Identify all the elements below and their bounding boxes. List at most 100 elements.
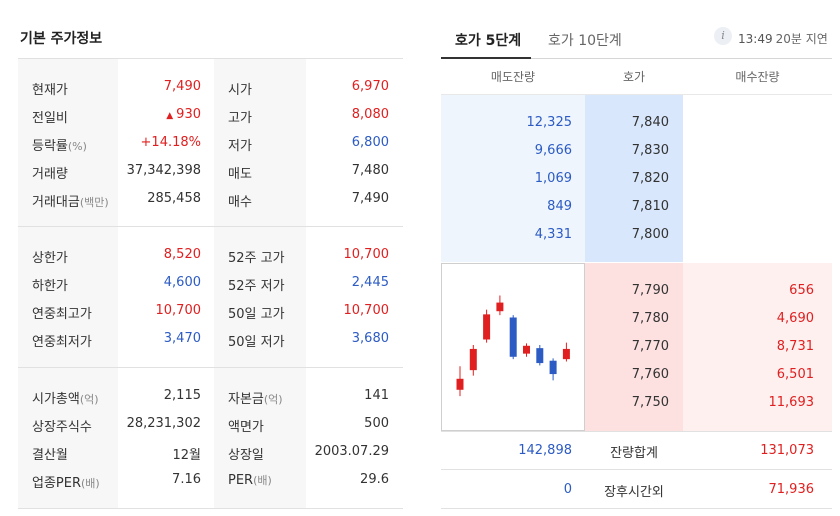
- ask-qty: 4,331: [534, 227, 572, 242]
- info-label: 저가: [228, 135, 252, 154]
- candle-body: [562, 348, 570, 360]
- info-label: 고가: [228, 107, 252, 126]
- footer-divider: [441, 469, 832, 470]
- info-value: 10,700: [343, 303, 390, 318]
- info-label-text: 52주 고가: [228, 251, 285, 266]
- info-label: 52주 고가: [228, 247, 285, 266]
- info-value: 4,600: [161, 275, 201, 290]
- candle-body: [469, 348, 477, 371]
- title-divider: [18, 58, 403, 59]
- ask-price[interactable]: 7,840: [631, 115, 669, 130]
- bid-qty: 4,690: [776, 311, 814, 326]
- info-value: 37,342,398: [124, 163, 201, 178]
- info-label-text: 상한가: [32, 251, 68, 266]
- info-label: 결산월: [32, 444, 68, 463]
- bid-price[interactable]: 7,780: [631, 311, 669, 326]
- bid-price[interactable]: 7,770: [631, 339, 669, 354]
- info-label: 거래대금(백만): [32, 191, 109, 210]
- info-label-unit: (억): [263, 393, 283, 406]
- info-label-text: 매도: [228, 167, 252, 182]
- ask-qty-header: 매도잔량: [490, 70, 536, 84]
- info-label-text: 등락률: [32, 139, 68, 154]
- ask-price[interactable]: 7,800: [631, 227, 669, 242]
- info-label-text: 시가총액: [32, 392, 80, 407]
- footer-divider: [441, 431, 832, 432]
- info-label-unit: (백만): [79, 196, 109, 209]
- basic-stock-info-panel: 기본 주가정보 현재가 7,490 시가 6,970 전일비 ▲ 930 고가 8,080 등락률…: [18, 0, 403, 516]
- info-label-text: 전일비: [32, 111, 68, 126]
- info-value: 141: [364, 388, 389, 403]
- info-label: 거래량: [32, 163, 68, 182]
- basic-info-title: 기본 주가정보: [20, 31, 103, 47]
- info-label-text: 상장주식수: [32, 420, 92, 435]
- info-row: 결산월 12월 상장일 2003.07.29: [18, 439, 403, 467]
- info-row: 등락률(%) +14.18% 저가 6,800: [18, 130, 403, 158]
- info-row: 거래대금(백만) 285,458 매수 7,490: [18, 186, 403, 214]
- label-band: [18, 227, 118, 367]
- bid-qty: 11,693: [768, 395, 815, 410]
- ask-price[interactable]: 7,810: [631, 199, 669, 214]
- info-row: 업종PER(배) 7.16 PER(배) 29.6: [18, 467, 403, 495]
- info-value: 10,700: [343, 247, 390, 262]
- info-label-text: 연중최저가: [32, 335, 92, 350]
- info-label-text: 시가: [228, 83, 252, 98]
- price-header: 호가: [622, 70, 646, 84]
- info-value-text: 12월: [172, 448, 201, 463]
- bid-price[interactable]: 7,750: [631, 395, 669, 410]
- ask-price[interactable]: 7,820: [631, 171, 669, 186]
- after-hours-ask-qty: 0: [563, 482, 572, 497]
- info-value-text: 3,470: [163, 331, 201, 346]
- info-row: 거래량 37,342,398 매도 7,480: [18, 158, 403, 186]
- info-row: 전일비 ▲ 930 고가 8,080: [18, 102, 403, 130]
- info-label: 등락률(%): [32, 135, 87, 154]
- candle-body: [536, 348, 544, 364]
- total-ask-qty: 142,898: [518, 443, 572, 458]
- info-value: 2003.07.29: [314, 444, 389, 459]
- candlestick-svg: [456, 295, 570, 397]
- info-label: PER(배): [228, 472, 272, 488]
- info-label-text: 고가: [228, 111, 252, 126]
- info-label: 현재가: [32, 79, 68, 98]
- info-label: 시가총액(억): [32, 388, 99, 407]
- ask-qty-area: [441, 95, 585, 262]
- tab-orderbook-5[interactable]: 호가 5단계: [455, 33, 522, 49]
- bid-price[interactable]: 7,760: [631, 367, 669, 382]
- info-label-text: 저가: [228, 139, 252, 154]
- info-value-text: +14.18%: [140, 135, 201, 150]
- info-value-text: 285,458: [147, 191, 201, 206]
- orderbook-panel: 호가 5단계 호가 10단계 i 13:49 20분 지연 매도잔량 호가 매수잔…: [441, 0, 832, 516]
- info-value: +14.18%: [138, 135, 201, 150]
- info-icon[interactable]: i: [714, 27, 732, 45]
- candle-body: [523, 345, 530, 354]
- info-label: 전일비: [32, 107, 68, 126]
- info-value-text: 930: [176, 107, 201, 122]
- info-label: 50일 고가: [228, 303, 285, 322]
- info-row: 하한가 4,600 52주 저가 2,445: [18, 270, 403, 298]
- bid-qty: 656: [789, 283, 814, 298]
- info-label-text: 자본금: [228, 392, 264, 407]
- info-row: 시가총액(억) 2,115 자본금(억) 141: [18, 383, 403, 411]
- info-value: 8,520: [161, 247, 201, 262]
- label-band: [18, 59, 118, 226]
- info-value: 6,800: [351, 135, 389, 150]
- bid-price-area: [585, 263, 683, 431]
- info-label: 상장주식수: [32, 416, 92, 435]
- ask-price[interactable]: 7,830: [631, 143, 669, 158]
- info-label-text: 연중최고가: [32, 307, 92, 322]
- bid-qty: 8,731: [776, 339, 814, 354]
- info-value-text: 8,520: [163, 247, 201, 262]
- info-label: 상한가: [32, 247, 68, 266]
- tab-orderbook-10[interactable]: 호가 10단계: [548, 33, 622, 49]
- bid-price[interactable]: 7,790: [631, 283, 669, 298]
- total-bid-qty: 131,073: [760, 443, 814, 458]
- info-label: 연중최고가: [32, 303, 92, 322]
- info-label: 50일 저가: [228, 331, 285, 350]
- after-hours-bid-qty: 71,936: [768, 482, 815, 497]
- total-label: 잔량합계: [610, 446, 658, 461]
- info-value-text: 28,231,302: [126, 416, 201, 431]
- info-value: 3,470: [161, 331, 201, 346]
- info-value: ▲ 930: [166, 107, 201, 122]
- info-value: 7,490: [351, 191, 389, 206]
- tab-underline: [441, 58, 832, 59]
- section-divider: [18, 367, 403, 368]
